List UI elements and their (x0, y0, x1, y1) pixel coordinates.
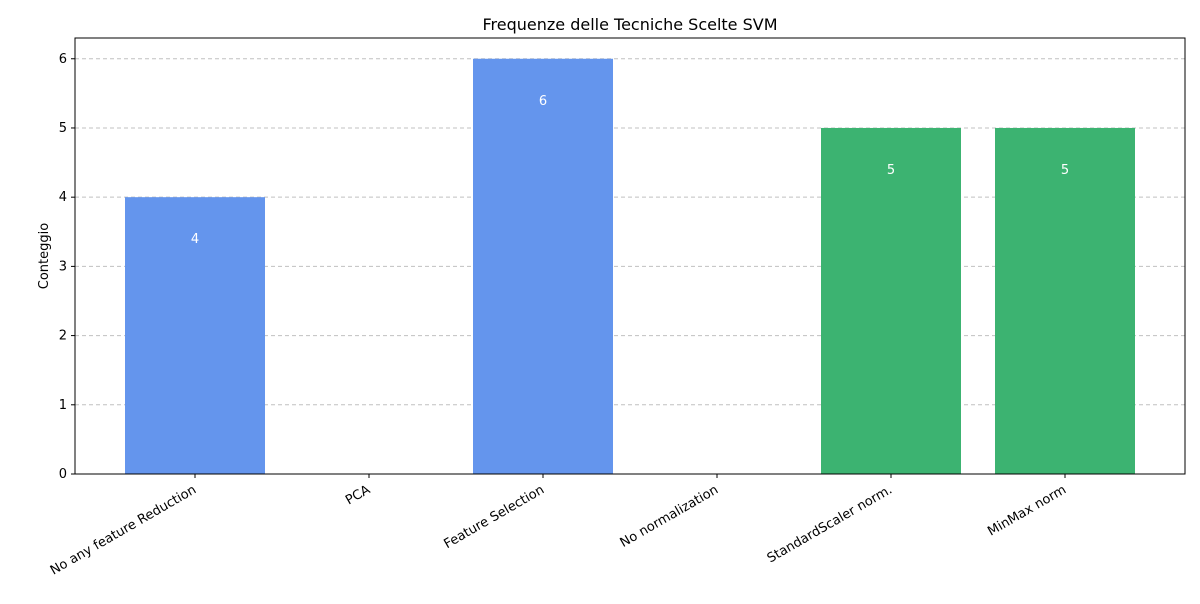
data-label: 5 (1061, 163, 1069, 178)
y-tick-label: 3 (59, 259, 67, 274)
y-tick-label: 6 (59, 52, 67, 67)
x-axis-ticks: No any feature Reduction PCA Feature Selec… (48, 474, 1069, 578)
y-tick-label: 5 (59, 121, 67, 136)
y-axis-ticks: 0 1 2 3 4 5 6 (59, 52, 75, 482)
y-tick-label: 0 (59, 467, 67, 482)
y-tick-label: 1 (59, 398, 67, 413)
bars (125, 58, 1135, 475)
bar (995, 127, 1135, 474)
x-tick-label: No normalization (618, 482, 721, 550)
x-tick-label: PCA (343, 482, 373, 508)
bar (125, 197, 265, 474)
data-label: 6 (539, 94, 547, 109)
bar (821, 127, 961, 474)
bar (473, 58, 613, 475)
y-axis-label: Conteggio (37, 223, 52, 289)
data-label: 5 (887, 163, 895, 178)
data-labels: 4 6 5 5 (191, 94, 1069, 247)
plot-frame (74, 37, 1186, 475)
y-tick-label: 4 (59, 190, 67, 205)
x-tick-label: StandardScaler norm. (765, 482, 895, 566)
x-tick-label: Feature Selection (441, 482, 547, 552)
y-tick-label: 2 (59, 329, 67, 344)
x-tick-label: No any feature Reduction (48, 482, 199, 578)
chart-title: Frequenze delle Tecniche Scelte SVM (482, 15, 777, 34)
x-tick-label: MinMax norm (985, 482, 1069, 539)
data-label: 4 (191, 232, 199, 247)
